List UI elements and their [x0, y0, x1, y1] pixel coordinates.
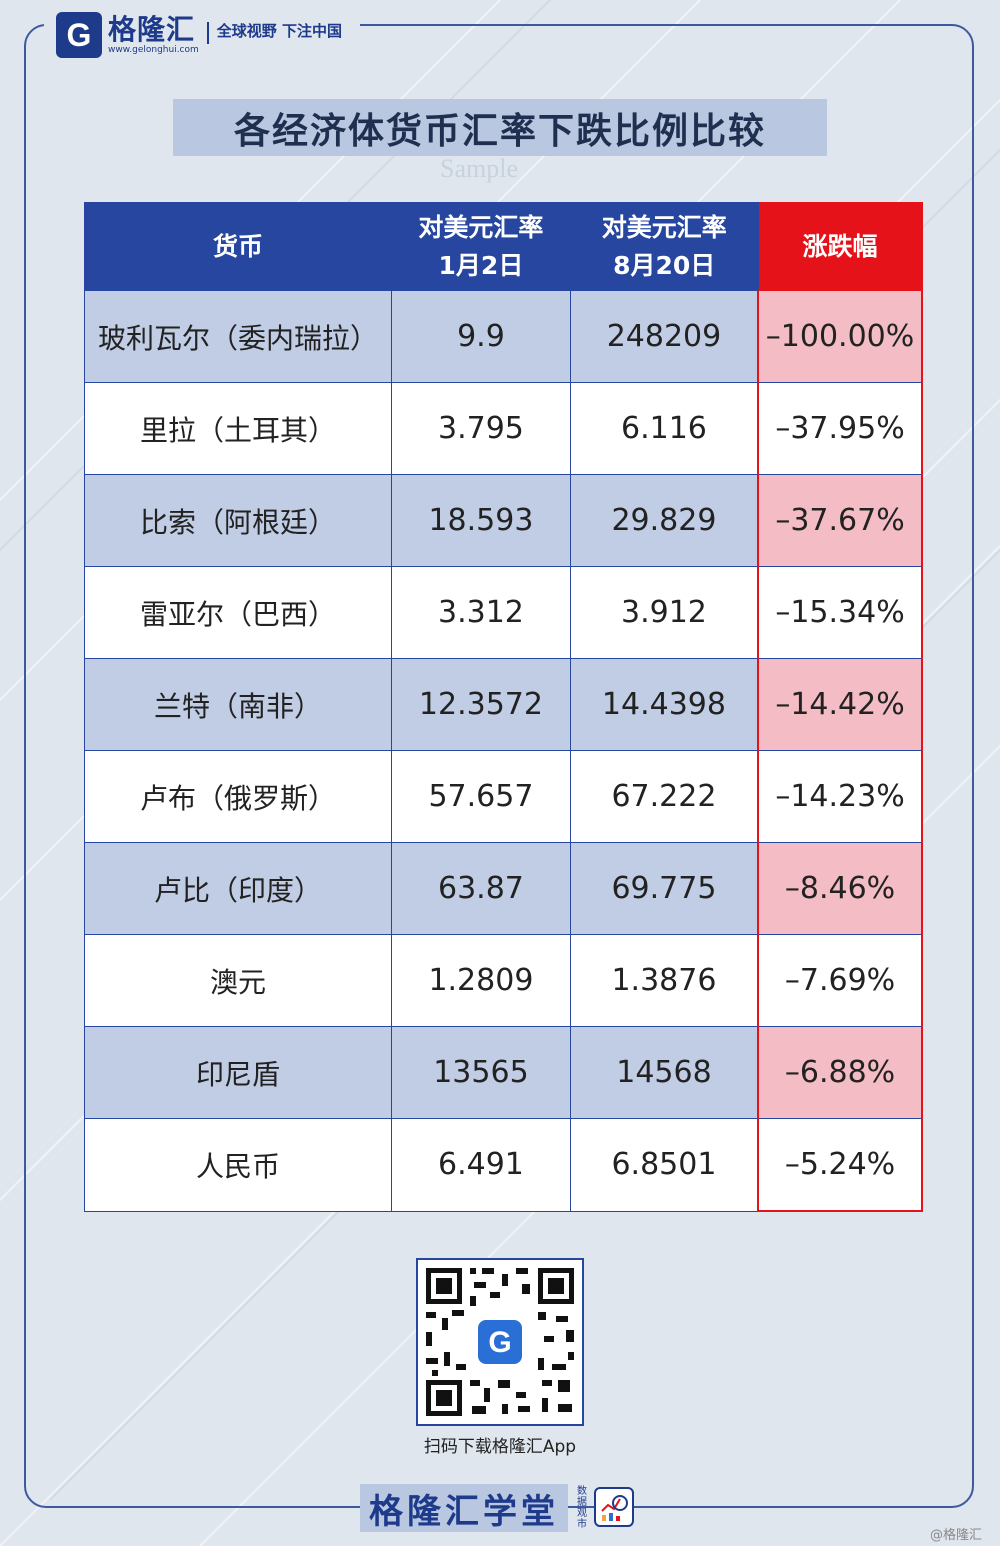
qr-center-letter: G	[488, 1326, 511, 1359]
header-rate-jan: 对美元汇率 1月2日	[391, 202, 571, 291]
cell-currency: 澳元	[83, 934, 393, 1027]
brand-text: 格隆汇 www.gelonghui.com	[108, 13, 199, 56]
cell-rate-aug: 6.116	[569, 382, 759, 475]
footer-brand-text: 格隆汇学堂	[369, 1491, 559, 1532]
cell-rate-aug: 3.912	[569, 566, 759, 659]
cell-currency: 兰特（南非）	[83, 658, 393, 751]
cell-rate-jan: 9.9	[391, 290, 571, 383]
table-header-row: 货币 对美元汇率 1月2日 对美元汇率 8月20日 涨跌幅	[83, 202, 923, 291]
cell-rate-jan: 63.87	[391, 842, 571, 935]
cell-rate-aug: 29.829	[569, 474, 759, 567]
source-credit: @格隆汇	[930, 1528, 983, 1543]
cell-rate-jan: 3.795	[391, 382, 571, 475]
sample-watermark: Sample	[440, 154, 518, 183]
table-row: 人民币 6.491 6.8501 –5.24%	[83, 1118, 923, 1212]
data-chart-icon	[594, 1487, 634, 1527]
cell-rate-jan: 13565	[391, 1026, 571, 1119]
cell-rate-jan: 1.2809	[391, 934, 571, 1027]
page-title: 各经济体货币汇率下跌比例比较	[233, 110, 766, 152]
currency-table: 货币 对美元汇率 1月2日 对美元汇率 8月20日 涨跌幅 玻利瓦尔（委内瑞拉）…	[83, 202, 923, 1212]
table-row: 卢布（俄罗斯） 57.657 67.222 –14.23%	[83, 750, 923, 843]
cell-currency: 卢布（俄罗斯）	[83, 750, 393, 843]
cell-currency: 里拉（土耳其）	[83, 382, 393, 475]
cell-change: –6.88%	[757, 1026, 923, 1119]
cell-currency: 卢比（印度）	[83, 842, 393, 935]
brand-divider	[206, 22, 209, 44]
brand-header: G 格隆汇 www.gelonghui.com 全球视野 下注中国	[44, 6, 360, 64]
table-row: 印尼盾 13565 14568 –6.88%	[83, 1026, 923, 1119]
table-row: 澳元 1.2809 1.3876 –7.69%	[83, 934, 923, 1027]
table-row: 比索（阿根廷） 18.593 29.829 –37.67%	[83, 474, 923, 567]
header-rate-aug-line2: 8月20日	[613, 250, 716, 280]
cell-rate-aug: 248209	[569, 290, 759, 383]
footer-brand: 格隆汇学堂	[360, 1484, 568, 1532]
cell-change: –14.23%	[757, 750, 923, 843]
cell-rate-aug: 67.222	[569, 750, 759, 843]
cell-rate-jan: 3.312	[391, 566, 571, 659]
cell-change: –100.00%	[757, 290, 923, 383]
qr-center-logo	[478, 1320, 522, 1364]
cell-rate-aug: 6.8501	[569, 1118, 759, 1212]
table-row: 玻利瓦尔（委内瑞拉） 9.9 248209 –100.00%	[83, 290, 923, 383]
cell-change: –14.42%	[757, 658, 923, 751]
cell-change: –7.69%	[757, 934, 923, 1027]
cell-rate-jan: 57.657	[391, 750, 571, 843]
header-rate-aug-line1: 对美元汇率	[601, 212, 727, 242]
brand-slogan: 全球视野 下注中国	[216, 22, 343, 40]
cell-rate-aug: 14568	[569, 1026, 759, 1119]
table-row: 卢比（印度） 63.87 69.775 –8.46%	[83, 842, 923, 935]
qr-caption: 扫码下载格隆汇App	[423, 1437, 577, 1457]
cell-currency: 玻利瓦尔（委内瑞拉）	[83, 290, 393, 383]
gelonghui-logo-icon: G	[56, 12, 102, 58]
cell-rate-aug: 1.3876	[569, 934, 759, 1027]
cell-change: –37.95%	[757, 382, 923, 475]
brand-domain: www.gelonghui.com	[108, 45, 199, 55]
qr-code-icon: G	[418, 1260, 582, 1424]
footer-divider-left	[60, 1506, 340, 1508]
cell-rate-aug: 69.775	[569, 842, 759, 935]
cell-currency: 比索（阿根廷）	[83, 474, 393, 567]
cell-change: –37.67%	[757, 474, 923, 567]
header-currency: 货币	[83, 202, 393, 291]
cell-change: –5.24%	[757, 1118, 923, 1212]
footer-divider-right	[660, 1506, 940, 1508]
table-row: 雷亚尔（巴西） 3.312 3.912 –15.34%	[83, 566, 923, 659]
brand-name: 格隆汇	[108, 13, 196, 46]
header-rate-jan-line1: 对美元汇率	[418, 212, 544, 242]
footer-subtitle: 数据观市	[577, 1486, 587, 1530]
header-change: 涨跌幅	[757, 202, 923, 291]
table-row: 里拉（土耳其） 3.795 6.116 –37.95%	[83, 382, 923, 475]
cell-rate-jan: 18.593	[391, 474, 571, 567]
header-rate-aug: 对美元汇率 8月20日	[569, 202, 759, 291]
cell-currency: 人民币	[83, 1118, 393, 1212]
cell-change: –8.46%	[757, 842, 923, 935]
cell-currency: 雷亚尔（巴西）	[83, 566, 393, 659]
cell-rate-aug: 14.4398	[569, 658, 759, 751]
app-qr-code[interactable]: G	[416, 1258, 584, 1426]
cell-change: –15.34%	[757, 566, 923, 659]
cell-rate-jan: 6.491	[391, 1118, 571, 1212]
cell-rate-jan: 12.3572	[391, 658, 571, 751]
cell-currency: 印尼盾	[83, 1026, 393, 1119]
header-rate-jan-line2: 1月2日	[438, 250, 524, 280]
table-row: 兰特（南非） 12.3572 14.4398 –14.42%	[83, 658, 923, 751]
page-title-banner: 各经济体货币汇率下跌比例比较	[173, 99, 827, 156]
